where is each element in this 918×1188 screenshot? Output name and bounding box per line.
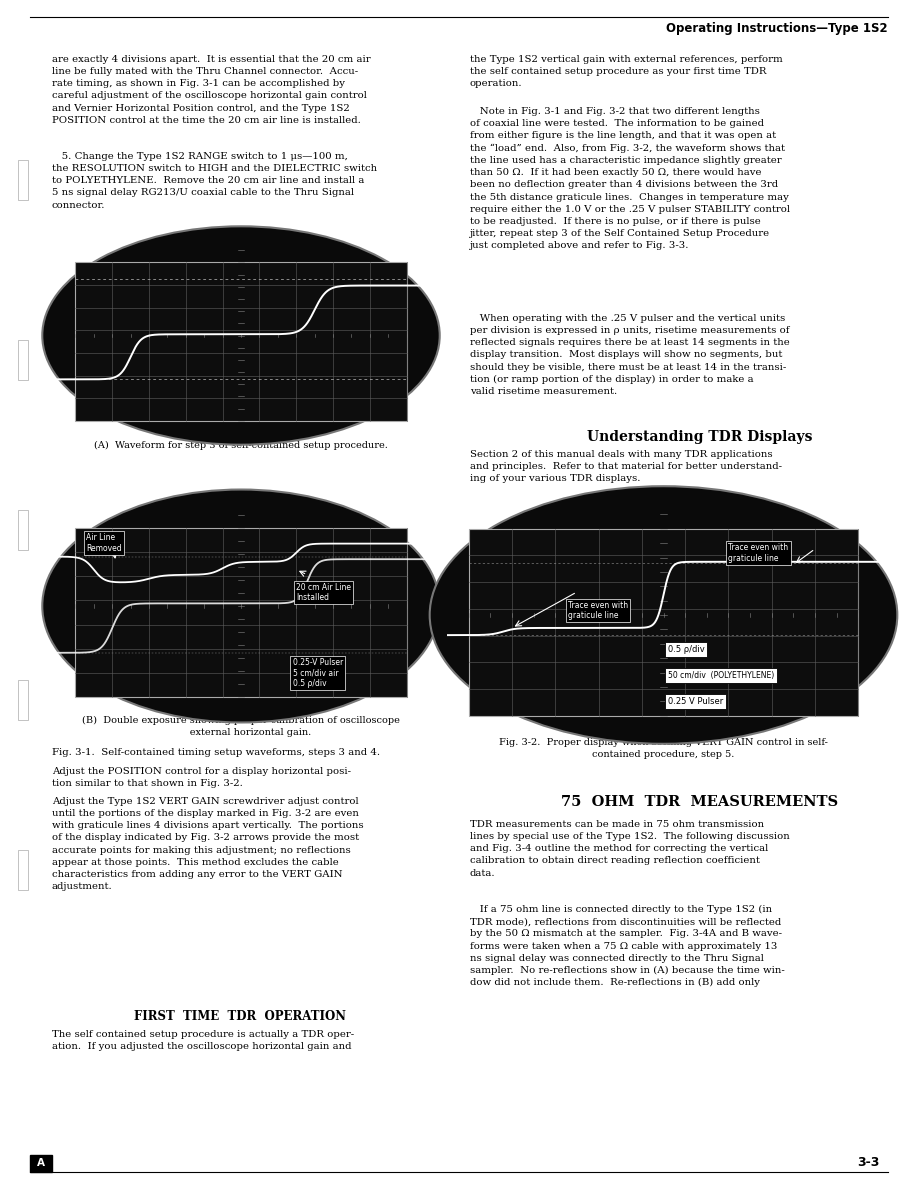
Text: 20 cm Air Line
Installed: 20 cm Air Line Installed bbox=[297, 582, 352, 602]
Text: 0.5 ρ/div: 0.5 ρ/div bbox=[667, 645, 705, 655]
Ellipse shape bbox=[430, 486, 897, 744]
Bar bbox=[75, 263, 407, 421]
Bar bbox=[18, 160, 28, 200]
Text: (B)  Double exposure showing proper calibration of oscilloscope
      external h: (B) Double exposure showing proper calib… bbox=[82, 716, 400, 738]
Bar bbox=[18, 340, 28, 380]
Ellipse shape bbox=[42, 489, 440, 722]
Text: the Type 1S2 vertical gain with external references, perform
the self contained : the Type 1S2 vertical gain with external… bbox=[470, 55, 783, 88]
Text: are exactly 4 divisions apart.  It is essential that the 20 cm air
line be fully: are exactly 4 divisions apart. It is ess… bbox=[52, 55, 371, 125]
Text: When operating with the .25 V pulser and the vertical units
per division is expr: When operating with the .25 V pulser and… bbox=[470, 314, 789, 396]
Text: (A)  Waveform for step 3 of self-contained setup procedure.: (A) Waveform for step 3 of self-containe… bbox=[94, 441, 388, 450]
Text: 3-3: 3-3 bbox=[857, 1156, 880, 1169]
Text: Adjust the POSITION control for a display horizontal posi-
tion similar to that : Adjust the POSITION control for a displa… bbox=[52, 767, 351, 788]
Text: 50 cm/div  (POLYETHYLENE): 50 cm/div (POLYETHYLENE) bbox=[667, 671, 774, 680]
Text: Fig. 3-2.  Proper display when settinng VERT GAIN control in self-
contained pro: Fig. 3-2. Proper display when settinng V… bbox=[499, 738, 828, 759]
Text: If a 75 ohm line is connected directly to the Type 1S2 (in
TDR mode), reflection: If a 75 ohm line is connected directly t… bbox=[470, 905, 785, 987]
Bar bbox=[469, 529, 858, 715]
Text: TDR measurements can be made in 75 ohm transmission
lines by special use of the : TDR measurements can be made in 75 ohm t… bbox=[470, 820, 789, 878]
Text: Air Line
Removed: Air Line Removed bbox=[86, 533, 122, 552]
Text: Section 2 of this manual deals with many TDR applications
and principles.  Refer: Section 2 of this manual deals with many… bbox=[470, 450, 782, 484]
Text: Fig. 3-1.  Self-contained timing setup waveforms, steps 3 and 4.: Fig. 3-1. Self-contained timing setup wa… bbox=[52, 748, 380, 757]
Bar bbox=[18, 510, 28, 550]
Text: Trace even with
graticule line: Trace even with graticule line bbox=[729, 543, 789, 563]
Text: 5. Change the Type 1S2 RANGE switch to 1 μs—100 m,
the RESOLUTION switch to HIGH: 5. Change the Type 1S2 RANGE switch to 1… bbox=[52, 152, 377, 209]
Text: 0.25 V Pulser: 0.25 V Pulser bbox=[667, 696, 723, 706]
Text: Operating Instructions—Type 1S2: Operating Instructions—Type 1S2 bbox=[666, 23, 888, 34]
Bar bbox=[75, 527, 407, 697]
Text: FIRST  TIME  TDR  OPERATION: FIRST TIME TDR OPERATION bbox=[134, 1010, 346, 1023]
Bar bbox=[18, 849, 28, 890]
Text: Note in Fig. 3-1 and Fig. 3-2 that two different lengths
of coaxial line were te: Note in Fig. 3-1 and Fig. 3-2 that two d… bbox=[470, 107, 790, 251]
Bar bbox=[18, 680, 28, 720]
Text: The self contained setup procedure is actually a TDR oper-
ation.  If you adjust: The self contained setup procedure is ac… bbox=[52, 1030, 354, 1051]
Text: Trace even with
graticule line: Trace even with graticule line bbox=[568, 601, 628, 620]
Text: 0.25-V Pulser
5 cm/div air
0.5 ρ/div: 0.25-V Pulser 5 cm/div air 0.5 ρ/div bbox=[293, 658, 342, 688]
Bar bbox=[30, 1155, 52, 1173]
Text: 75  OHM  TDR  MEASUREMENTS: 75 OHM TDR MEASUREMENTS bbox=[562, 795, 838, 809]
Text: Adjust the Type 1S2 VERT GAIN screwdriver adjust control
until the portions of t: Adjust the Type 1S2 VERT GAIN screwdrive… bbox=[52, 797, 364, 891]
Text: A: A bbox=[37, 1158, 45, 1168]
Ellipse shape bbox=[42, 226, 440, 444]
Text: Understanding TDR Displays: Understanding TDR Displays bbox=[588, 430, 812, 444]
